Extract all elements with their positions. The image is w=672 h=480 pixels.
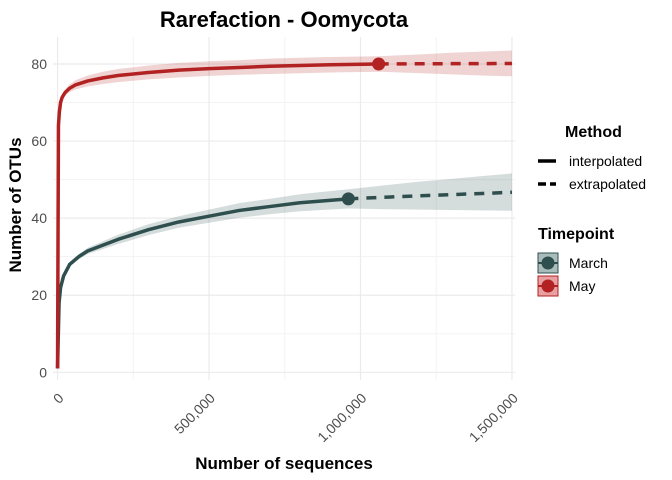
y-tick-label-2: 40 bbox=[31, 210, 47, 226]
series-lines bbox=[55, 61, 513, 369]
legend-title-method: Method bbox=[565, 124, 622, 141]
observed-point-march bbox=[341, 192, 355, 206]
x-tick-labels: 0 500,000 1,000,000 1,500,000 bbox=[50, 390, 521, 446]
line-interpolated-march bbox=[55, 197, 349, 369]
x-axis-title: Number of sequences bbox=[195, 454, 373, 473]
x-tick-label-0: 0 bbox=[50, 390, 67, 407]
legend-swatch-point-march bbox=[541, 256, 555, 270]
ribbon-may bbox=[57, 50, 512, 369]
y-tick-label-1: 20 bbox=[31, 287, 47, 303]
legend-label-extrapolated: extrapolated bbox=[569, 176, 646, 192]
x-tick-label-1: 500,000 bbox=[171, 390, 218, 437]
y-tick-labels: 0 20 40 60 80 bbox=[31, 56, 47, 380]
observed-point-may bbox=[372, 57, 386, 71]
line-interpolated-may bbox=[55, 62, 379, 369]
legend-title-timepoint: Timepoint bbox=[538, 226, 615, 243]
y-axis-title: Number of OTUs bbox=[6, 137, 25, 272]
y-tick-label-3: 60 bbox=[31, 133, 47, 149]
y-tick-label-0: 0 bbox=[39, 364, 47, 380]
grid-major bbox=[53, 37, 515, 380]
legend-swatch-point-may bbox=[541, 279, 555, 293]
grid-minor bbox=[53, 37, 515, 380]
legend-label-may: May bbox=[569, 278, 595, 294]
legend-label-interpolated: interpolated bbox=[569, 153, 642, 169]
x-tick-label-3: 1,500,000 bbox=[466, 390, 522, 446]
legend: Method interpolated extrapolated Timepoint M… bbox=[537, 124, 646, 297]
y-tick-label-4: 80 bbox=[31, 56, 47, 72]
observed-points bbox=[341, 57, 386, 206]
x-tick-label-2: 1,000,000 bbox=[314, 390, 370, 446]
legend-label-march: March bbox=[569, 255, 608, 271]
chart-title: Rarefaction - Oomycota bbox=[160, 7, 409, 32]
